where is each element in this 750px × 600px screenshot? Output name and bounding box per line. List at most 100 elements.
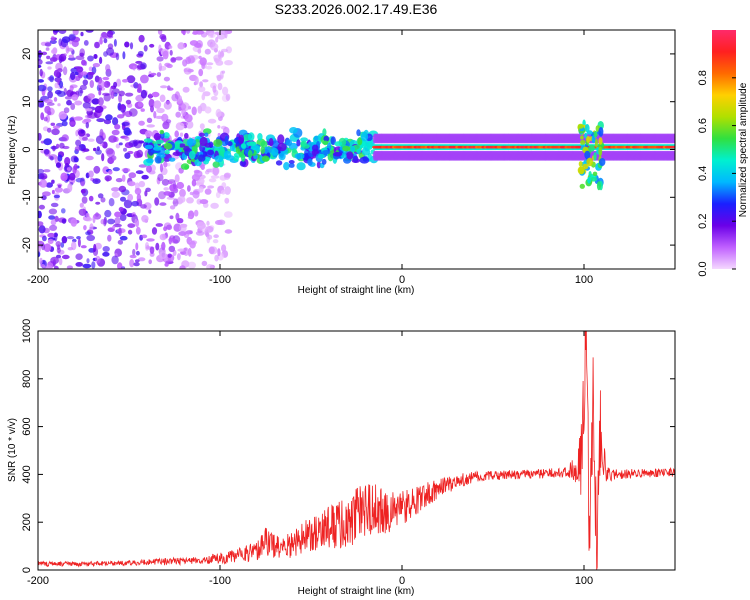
spectrogram-cell: [39, 173, 48, 180]
spectrogram-cell: [593, 130, 598, 138]
spectrogram-cell: [246, 141, 257, 147]
spectrogram-cell: [160, 35, 167, 43]
spectrogram-cell: [138, 257, 146, 262]
spectrogram-cell: [114, 217, 121, 225]
spectrogram-cell: [54, 82, 59, 89]
spectrogram-cell: [183, 68, 188, 72]
spectrogram-cell: [217, 248, 221, 257]
spectrogram-cell: [140, 62, 147, 70]
spectrogram-cell: [188, 150, 196, 160]
spectrogram-cell: [146, 165, 152, 173]
spectrogram-cell: [160, 244, 166, 248]
spectrogram-cell: [85, 122, 90, 129]
spectrogram-cell: [102, 246, 110, 252]
spectrogram-cell: [207, 234, 213, 240]
spectrogram-cell: [137, 50, 144, 57]
spectrogram-cell: [61, 36, 71, 43]
spectrogram-cell: [85, 30, 94, 33]
spectrogram-cell: [207, 185, 215, 189]
spectrogram-cell: [177, 42, 185, 50]
spectrogram-cell: [111, 255, 119, 265]
spectrogram-cell: [78, 87, 83, 97]
spectrogram-cell: [123, 127, 131, 136]
snr-x-tick-label: -200: [27, 575, 49, 587]
spectrogram-cell: [313, 135, 319, 141]
spectrogram-cell: [217, 125, 221, 129]
spectrogram-cell: [182, 86, 190, 93]
snr-x-tick-label: 100: [575, 575, 593, 587]
spectrogram-cell: [79, 84, 87, 91]
spectrogram-cell: [70, 218, 78, 227]
colorbar-scale: [712, 30, 736, 269]
spectrogram-cell: [66, 167, 71, 171]
spectrogram-cell: [103, 93, 111, 102]
snr-y-tick-label: 800: [21, 370, 33, 388]
spectrogram-cell: [93, 147, 97, 152]
spectrogram-cell: [198, 132, 205, 137]
spectrogram-cell: [300, 140, 308, 147]
spectrogram-cell: [110, 155, 117, 161]
spectrogram-cell: [210, 33, 214, 38]
spectrogram-cell: [57, 90, 66, 97]
spectrogram-cell: [578, 161, 583, 167]
spectrogram-cell: [85, 231, 91, 236]
spectrogram-cell: [117, 239, 124, 245]
colorbar-tick-label: 0.2: [697, 214, 709, 229]
spectrogram-cell: [48, 208, 58, 215]
spectrogram-cell: [183, 247, 189, 256]
spectrogram-cell: [198, 68, 204, 77]
spectrogram-cell: [196, 221, 206, 230]
spectrogram-cell: [44, 99, 53, 104]
spectrogram-x-tick-label: 100: [575, 274, 593, 286]
spectrogram-cell: [123, 147, 127, 152]
spectrogram-cell: [178, 143, 186, 148]
spectrogram-cell: [48, 215, 56, 220]
spectrogram-cell: [159, 94, 166, 103]
colorbar: 0.0 0.2 0.4 0.6 0.8 Normalized spectral ampl…: [697, 30, 749, 277]
spectrogram-cell: [185, 56, 192, 65]
colorbar-ticks: 0.0 0.2 0.4 0.6 0.8: [697, 70, 736, 277]
spectrogram-cell: [275, 160, 283, 166]
spectrogram-cell: [94, 242, 102, 250]
spectrogram-cell: [146, 238, 155, 242]
spectrogram-cell: [80, 31, 84, 37]
spectrogram-cell: [39, 179, 48, 188]
snr-y-tick-label: 1000: [21, 319, 33, 343]
spectrogram-cell: [169, 205, 176, 210]
spectrogram-cell: [300, 137, 308, 142]
spectrogram-cell: [170, 57, 177, 63]
spectrogram-cell: [155, 242, 160, 251]
spectrogram-cell: [122, 51, 126, 60]
spectrogram-cell: [51, 189, 55, 195]
spectrogram-cell: [58, 111, 67, 120]
spectrogram-cell: [233, 155, 239, 162]
spectrogram-cell: [204, 106, 212, 114]
spectrogram-cell: [199, 57, 207, 66]
spectrogram-cell: [77, 238, 81, 248]
spectrogram-cell: [227, 141, 233, 147]
spectrogram-cell: [132, 65, 136, 71]
spectrogram-cell: [201, 62, 206, 70]
snr-y-ticks: 0 200 400 600 800 1000: [21, 319, 675, 573]
spectrogram-cell: [159, 202, 167, 206]
spectrogram-cell: [332, 151, 343, 157]
spectrogram-cell: [75, 130, 79, 137]
spectrogram-cell: [118, 206, 124, 212]
snr-y-tick-label: 0: [21, 567, 33, 573]
spectrogram-cell: [61, 236, 68, 244]
spectrogram-cell: [278, 152, 286, 161]
spectrogram-cell: [61, 218, 67, 224]
spectrogram-cell: [199, 123, 205, 130]
spectrogram-cell: [210, 175, 220, 179]
spectrogram-cell: [68, 33, 76, 41]
spectrogram-cell: [38, 251, 41, 258]
spectrogram-cell: [238, 134, 245, 144]
spectrogram-cell: [135, 60, 143, 64]
spectrogram-cell: [157, 30, 163, 35]
spectrogram-cell: [270, 147, 279, 156]
spectrogram-cell: [260, 140, 268, 148]
spectrogram-cell: [39, 257, 43, 265]
spectrogram-cell: [143, 138, 153, 143]
spectrogram-cell: [207, 118, 217, 124]
